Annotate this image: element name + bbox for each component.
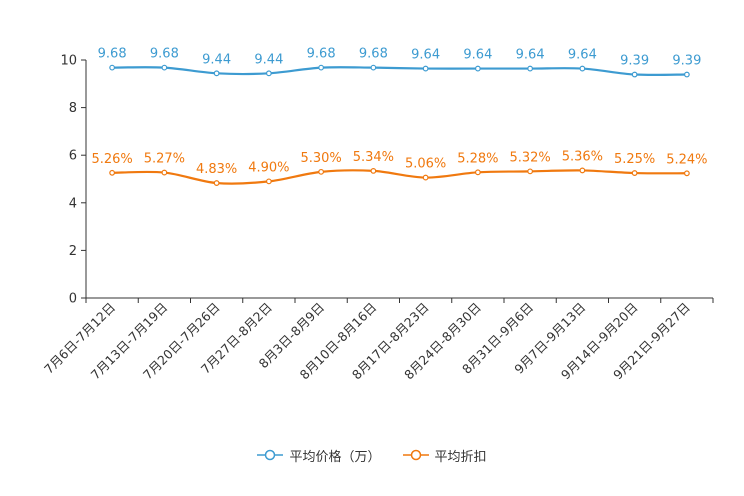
series-1: 9.68 9.68 9.44 9.44 9.68 9.68 9.64 9.64 9.64 9.64… [98,47,701,78]
data-point [161,64,168,71]
data-label: 9.39 [672,54,701,69]
data-label: 9.64 [463,48,492,63]
data-label: 5.28% [457,151,498,166]
y-tick-label: 8 [69,101,77,116]
data-label: 9.68 [98,47,127,62]
data-label: 5.26% [91,152,132,167]
data-point [579,167,586,174]
data-label: 5.25% [614,152,655,167]
series-line [112,169,687,185]
data-point [318,168,325,175]
series-2: 5.26% 5.27% 4.83% 4.90% 5.30% 5.34% 5.06% 5.28%… [91,149,708,186]
data-label: 9.39 [620,54,649,69]
data-point [631,170,638,176]
data-point [683,71,690,78]
data-point [370,168,377,174]
legend-label-discount: 平均折扣 [434,449,487,465]
data-label: 9.68 [150,47,179,62]
data-label: 5.30% [300,151,341,166]
data-label: 9.64 [568,48,597,63]
series-layer: 9.68 9.68 9.44 9.44 9.68 9.68 9.64 9.64 9.64 9.64… [91,47,708,186]
data-point [474,65,481,72]
data-point [213,70,220,77]
data-label: 5.24% [666,152,707,167]
legend: 平均价格（万） 平均折扣 [0,444,744,466]
legend-marker-discount [402,449,429,461]
data-point [318,64,325,71]
data-point [213,180,220,186]
data-point [683,170,690,177]
data-label: 9.44 [254,52,283,67]
data-point [527,168,534,175]
data-label: 9.64 [516,48,545,63]
data-point [422,174,429,181]
data-point [527,65,534,72]
data-point [265,70,272,77]
data-label: 5.36% [562,149,603,164]
data-point [474,169,481,176]
x-axis: 7月6日-7月12日7月13日-7月19日7月20日-7月26日7月27日-8月… [41,297,714,382]
y-tick-label: 4 [69,196,77,211]
data-point [579,65,586,72]
data-label: 5.27% [144,152,185,167]
series-line [112,66,687,77]
data-label: 4.90% [248,160,289,175]
legend-item-price[interactable]: 平均价格（万） [257,446,381,465]
data-point [631,71,638,78]
data-point [265,178,272,185]
data-label: 9.68 [359,47,388,62]
data-label: 5.06% [405,157,446,172]
data-point [161,169,168,176]
data-label: 9.68 [307,47,336,62]
data-point [422,65,429,72]
y-tick-label: 0 [69,292,77,307]
data-point [109,64,116,71]
y-tick-label: 10 [60,54,77,69]
legend-label-price: 平均价格（万） [289,449,381,465]
y-tick-label: 6 [69,149,77,164]
data-label: 9.44 [202,52,231,67]
data-label: 5.32% [509,150,550,165]
data-point [370,64,377,71]
y-axis: 0 2 4 6 8 10 [60,54,87,307]
data-label: 4.83% [196,162,237,177]
y-tick-label: 2 [69,244,77,259]
legend-item-discount[interactable]: 平均折扣 [402,446,487,465]
data-label: 9.64 [411,48,440,63]
data-label: 5.34% [353,150,394,165]
data-point [109,169,116,176]
legend-marker-price [257,449,284,461]
